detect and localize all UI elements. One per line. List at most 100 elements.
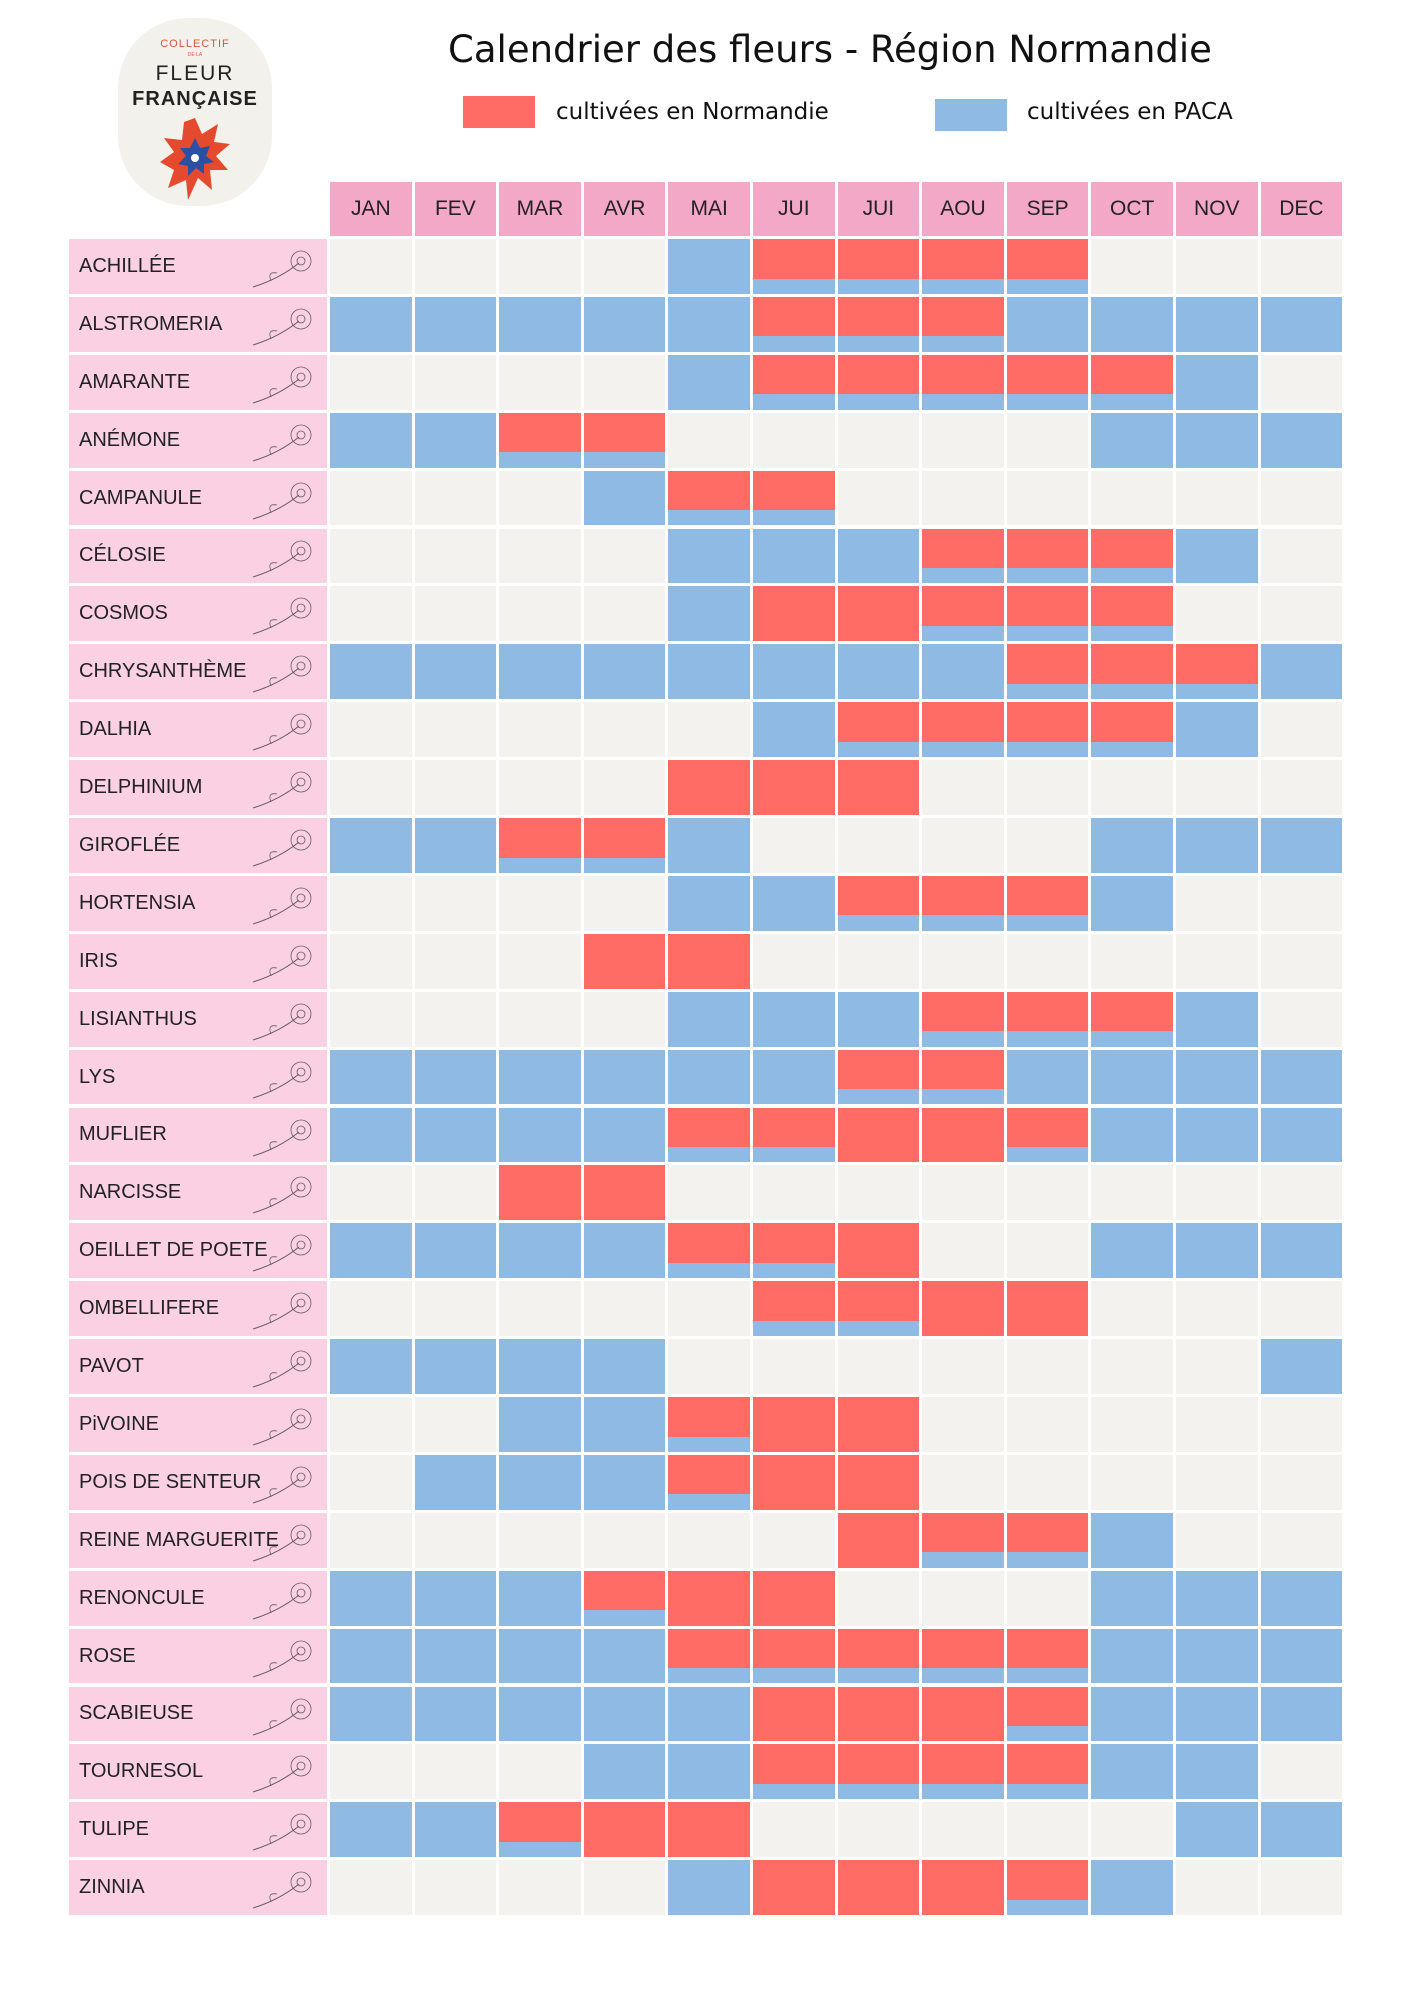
flower-label: SCABIEUSE [69, 1686, 327, 1742]
calendar-cell [1176, 1339, 1258, 1394]
calendar-cell [1091, 818, 1173, 873]
paca-bar [837, 528, 920, 584]
normandie-bar [753, 1397, 835, 1452]
flower-label: DALHIA [69, 702, 327, 758]
normandie-bar [922, 1744, 1004, 1784]
flower-label: CAMPANULE [69, 470, 327, 526]
normandie-bar [922, 991, 1004, 1032]
calendar-cell [1176, 991, 1258, 1047]
paca-bar [1091, 296, 1173, 352]
calendar-cell [753, 296, 835, 352]
calendar-cell [1176, 1860, 1258, 1916]
calendar-cell [583, 1281, 666, 1337]
calendar-cell [668, 1339, 750, 1394]
paca-bar [583, 1223, 666, 1279]
calendar-cell [583, 1165, 666, 1221]
flower-label: NARCISSE [69, 1165, 327, 1221]
paca-bar [668, 1744, 750, 1800]
paca-bar [1091, 1512, 1173, 1568]
calendar-cell [922, 1802, 1004, 1858]
calendar-cell [1006, 702, 1089, 758]
calendar-cell [668, 412, 750, 468]
calendar-cell [922, 818, 1004, 873]
calendar-cell [1006, 528, 1089, 584]
paca-bar [1176, 1223, 1258, 1279]
calendar-cell [1260, 1281, 1343, 1337]
normandie-bar [837, 1397, 920, 1452]
calendar-cell [668, 1802, 750, 1858]
calendar-cell [499, 412, 581, 468]
normandie-bar [922, 586, 1004, 626]
flower-sketch-icon [252, 945, 312, 983]
calendar-cell [922, 354, 1004, 410]
calendar-cell [837, 702, 920, 758]
chart-title: Calendrier des fleurs - Région Normandie [448, 28, 1212, 71]
calendar-cell [1006, 1339, 1089, 1394]
flower-label: CÉLOSIE [69, 528, 327, 584]
calendar-cell [837, 470, 920, 526]
paca-bar [1260, 1049, 1343, 1105]
calendar-cell [583, 1744, 666, 1800]
calendar-cell [1006, 1512, 1089, 1568]
paca-bar [414, 1339, 497, 1394]
normandie-bar [1006, 875, 1089, 916]
normandie-bar [1006, 702, 1089, 742]
calendar-cell [499, 1049, 581, 1105]
calendar-cell [837, 1454, 920, 1510]
normandie-bar [499, 1165, 581, 1221]
calendar-cell [753, 1281, 835, 1337]
paca-bar [414, 1223, 497, 1279]
flower-sketch-icon [252, 366, 312, 404]
calendar-cell [668, 1860, 750, 1916]
normandie-bar [837, 239, 920, 279]
paca-bar [583, 1107, 666, 1163]
calendar-cell [837, 239, 920, 294]
calendar-cell [1176, 412, 1258, 468]
calendar-cell [753, 1744, 835, 1800]
month-header: MAI [668, 182, 750, 236]
flower-name: NARCISSE [79, 1181, 182, 1204]
normandie-bar [922, 1628, 1004, 1669]
normandie-bar [668, 1802, 750, 1858]
month-header: JAN [330, 182, 412, 236]
calendar-cell [499, 1165, 581, 1221]
calendar-cell [330, 702, 412, 758]
calendar-cell [1176, 702, 1258, 758]
flower-label: PAVOT [69, 1339, 327, 1394]
paca-bar [330, 1570, 412, 1626]
calendar-cell [583, 1049, 666, 1105]
calendar-cell [583, 875, 666, 931]
calendar-cell [922, 1397, 1004, 1452]
flower-sketch-icon [252, 1408, 312, 1446]
flower-name: ZINNIA [79, 1876, 145, 1899]
calendar-cell [499, 1802, 581, 1858]
calendar-cell [668, 702, 750, 758]
calendar-cell [668, 470, 750, 526]
calendar-cell [1260, 1339, 1343, 1394]
calendar-cell [583, 239, 666, 294]
logo-francaise: FRANÇAISE [132, 88, 258, 110]
calendar-cell [668, 1281, 750, 1337]
calendar-cell [499, 760, 581, 815]
calendar-cell [330, 528, 412, 584]
flower-name: ALSTROMERIA [79, 312, 223, 335]
calendar-cell [583, 702, 666, 758]
calendar-cell [837, 875, 920, 931]
calendar-cell [837, 991, 920, 1047]
flower-label: COSMOS [69, 586, 327, 642]
paca-bar [499, 1686, 581, 1742]
calendar-cell [753, 760, 835, 815]
calendar-cell [1006, 354, 1089, 410]
paca-bar [499, 1049, 581, 1105]
normandie-bar [1176, 644, 1258, 684]
calendar-cell [1091, 1397, 1173, 1452]
calendar-cell [499, 702, 581, 758]
calendar-cell [922, 644, 1004, 700]
normandie-bar [668, 470, 750, 511]
normandie-bar [1006, 354, 1089, 395]
flower-label: CHRYSANTHÈME [69, 644, 327, 700]
calendar-cell [1006, 875, 1089, 931]
paca-bar [1091, 1107, 1173, 1163]
calendar-cell [414, 760, 497, 815]
normandie-bar [753, 1628, 835, 1669]
